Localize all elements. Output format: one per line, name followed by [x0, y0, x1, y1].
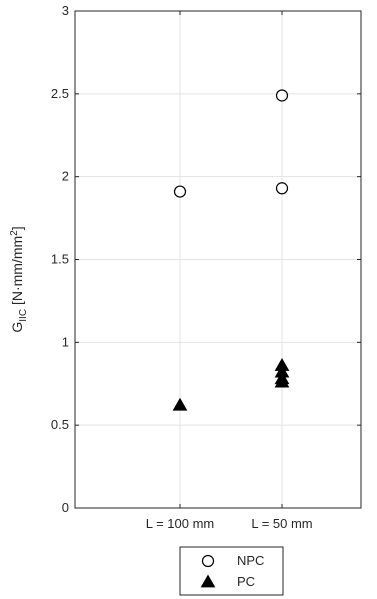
npc-point	[173, 185, 187, 198]
y-axis-label-unit-sup: 2	[9, 230, 20, 236]
legend: NPC PC	[179, 546, 284, 596]
y-tick-label: 0	[62, 500, 69, 515]
y-axis-label-unit: [N·mm/mm	[9, 236, 25, 309]
y-tick-label: 1	[62, 334, 69, 349]
data-points	[172, 89, 290, 411]
y-tick-label: 2	[62, 169, 69, 184]
grid	[75, 11, 361, 508]
npc-point	[275, 182, 289, 195]
y-axis-label-main: G	[9, 322, 25, 333]
x-tick-label: L = 50 mm	[251, 516, 312, 531]
legend-label-pc: PC	[237, 574, 255, 589]
pc-point	[172, 397, 188, 411]
y-axis-label-unit-end: ]	[9, 226, 25, 230]
y-tick-label: 1.5	[51, 252, 69, 267]
plot-frame	[74, 10, 362, 509]
y-axis-ticks: 0 0.5 1 1.5 2 2.5 3	[51, 3, 361, 515]
legend-box	[179, 546, 284, 596]
x-axis-ticks: L = 100 mm L = 50 mm	[146, 11, 313, 531]
y-tick-label: 2.5	[51, 86, 69, 101]
y-tick-label: 3	[62, 3, 69, 18]
y-axis-label-subscript: IIC	[18, 309, 29, 322]
x-tick-label: L = 100 mm	[146, 516, 215, 531]
pc-point	[274, 374, 290, 388]
y-tick-label: 0.5	[51, 417, 69, 432]
legend-label-npc: NPC	[237, 553, 264, 568]
pc-legend-marker	[200, 574, 216, 588]
npc-legend-marker	[201, 554, 215, 568]
legend-items: NPC PC	[200, 553, 264, 589]
y-axis-label: GIIC [N·mm/mm2]	[9, 226, 29, 332]
npc-point	[275, 89, 289, 102]
